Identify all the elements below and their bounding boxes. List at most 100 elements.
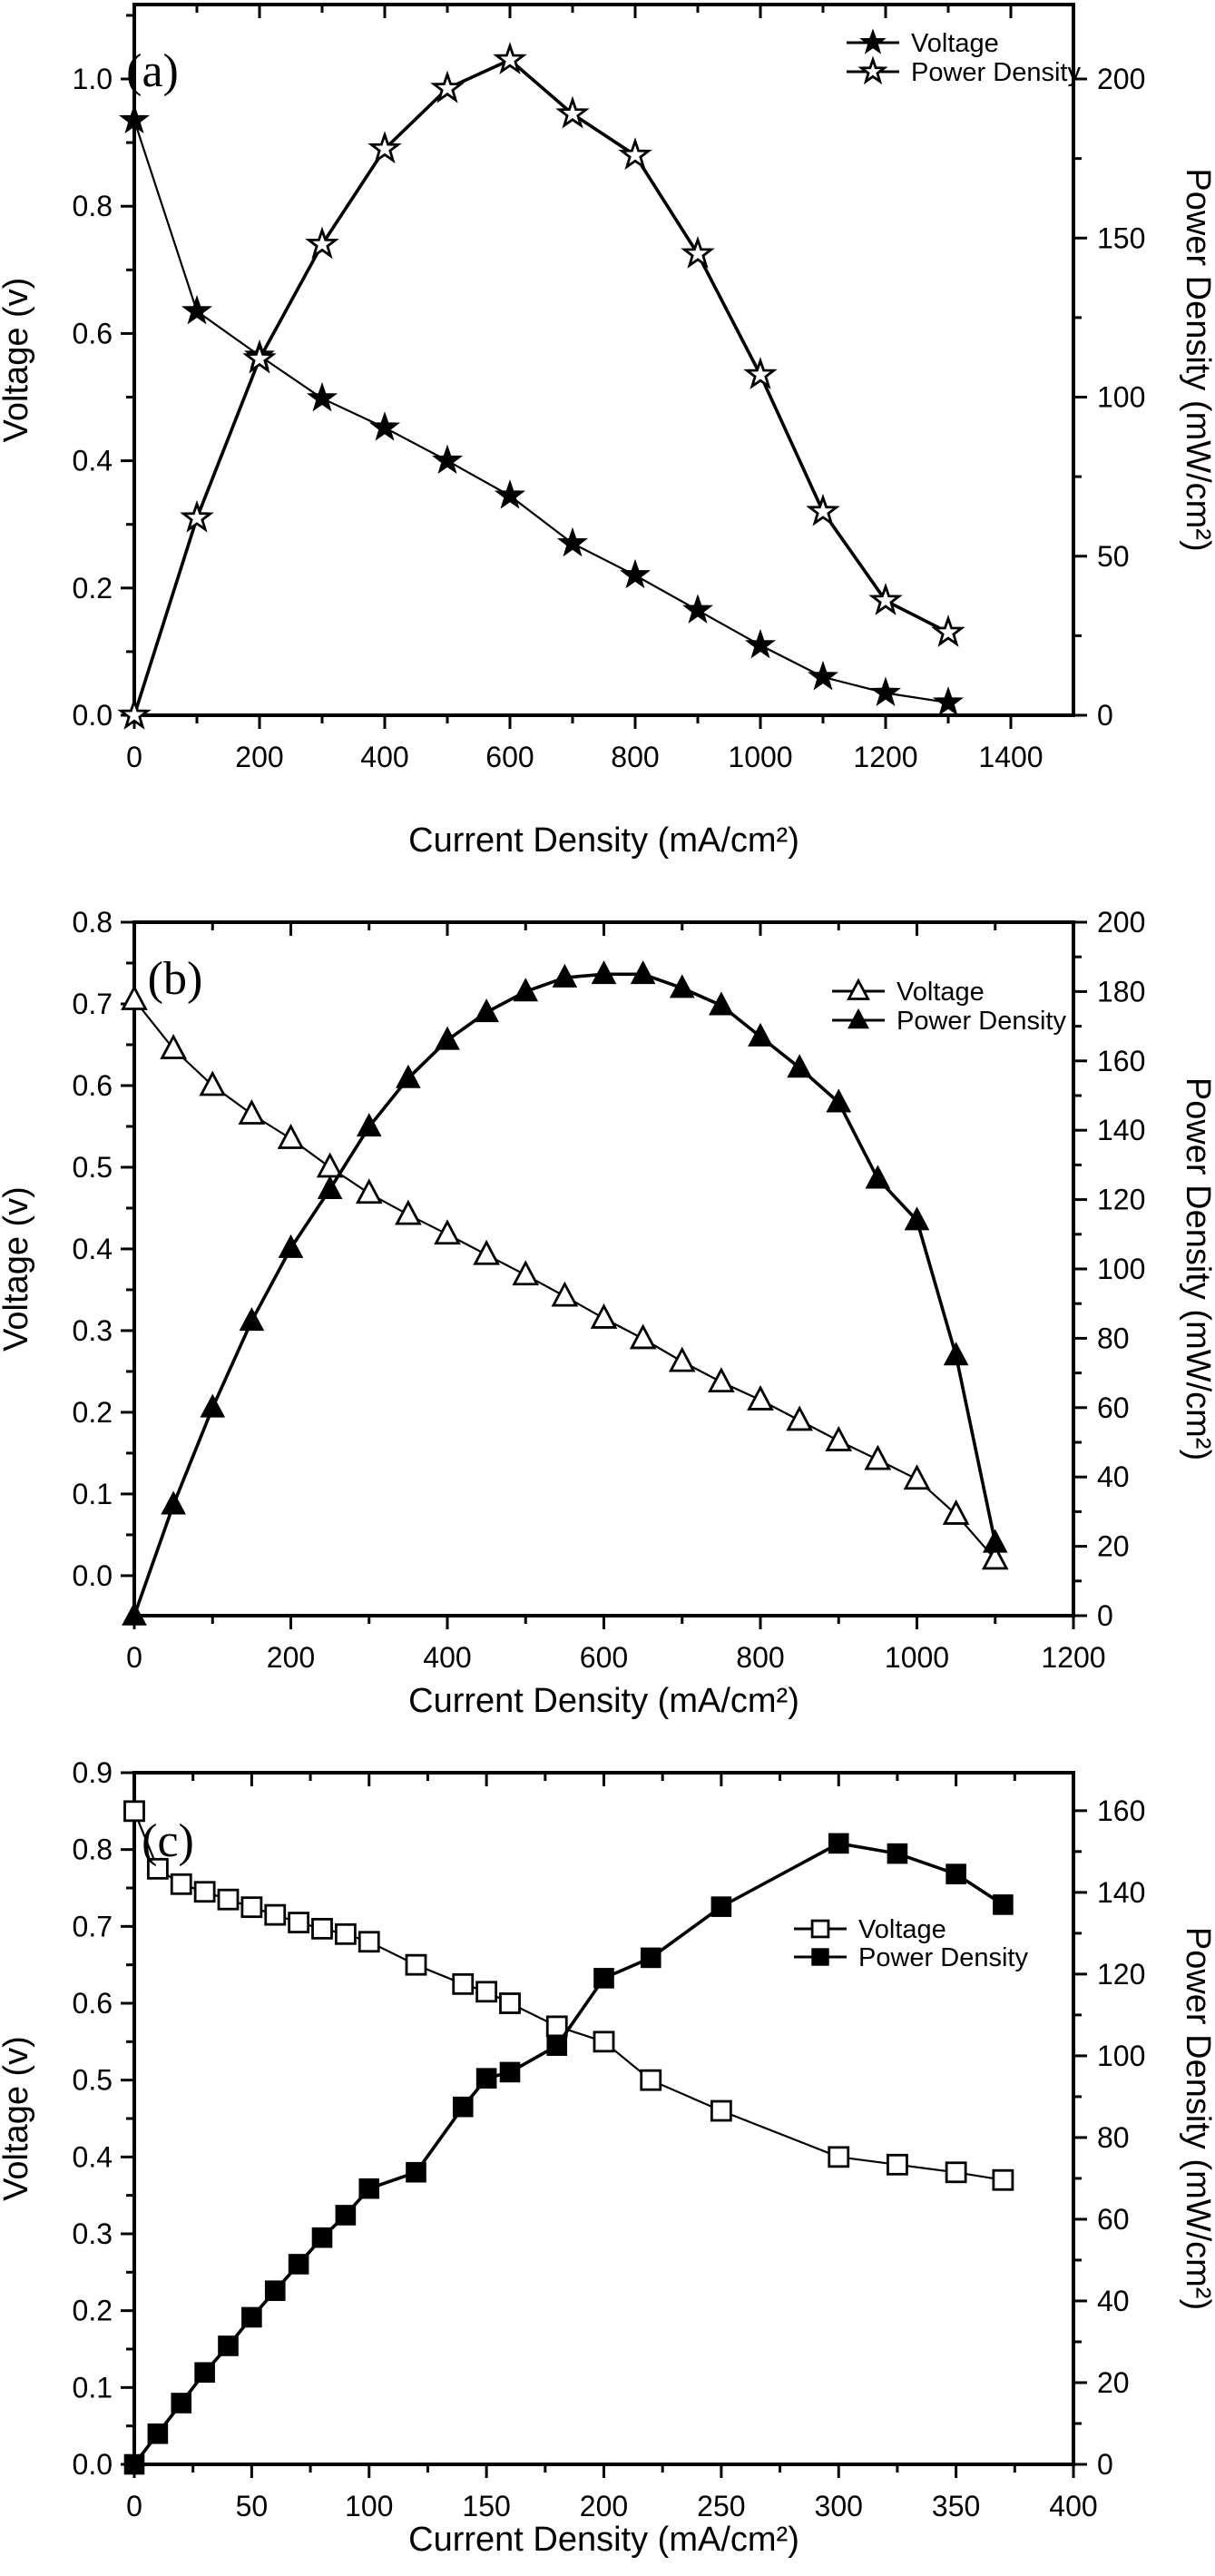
square-filled-marker: [640, 1947, 661, 1969]
triangle-filled-marker: [826, 1088, 852, 1113]
star-open-marker: [931, 615, 965, 647]
plot-frame: [132, 920, 1075, 1617]
star-open-marker: [305, 226, 339, 260]
star-filled-marker: [859, 28, 887, 54]
triangle-filled-marker: [239, 1307, 265, 1332]
triangle-open-marker: [238, 1098, 266, 1125]
star-filled-marker: [495, 479, 525, 509]
left-axis-title: Voltage (v): [0, 1186, 35, 1352]
triangle-filled-marker: [161, 1490, 186, 1515]
square-filled-marker: [546, 2035, 568, 2056]
right-tick-label: 180: [1097, 975, 1145, 1008]
star-filled-marker: [682, 594, 713, 624]
square-open-marker: [475, 1981, 498, 2003]
left-tick-label: 0.4: [73, 445, 113, 477]
square-open-marker: [828, 2146, 850, 2168]
right-tick-label: 0: [1097, 2448, 1113, 2481]
right-axis-title: Power Density (mW/cm²): [1179, 168, 1215, 551]
right-tick-label: 120: [1097, 1958, 1145, 1991]
square-filled-marker: [311, 2227, 333, 2248]
square-filled-marker: [123, 2453, 145, 2475]
right-tick-label: 100: [1097, 1253, 1145, 1285]
right-axis-title: Power Density (mW/cm²): [1179, 1927, 1215, 2310]
star-open-marker: [117, 697, 152, 730]
square-filled-marker: [335, 2205, 357, 2226]
triangle-filled-marker: [787, 1054, 812, 1078]
star-filled-marker: [744, 628, 777, 659]
panel-label: (a): [126, 45, 179, 97]
triangle-open-marker: [355, 1178, 383, 1204]
square-open-marker: [499, 1992, 521, 2014]
right-tick-label: 20: [1097, 2366, 1130, 2399]
legend-label: Voltage: [897, 978, 985, 1007]
triangle-filled-marker: [748, 1022, 773, 1047]
triangle-open-marker: [199, 1070, 227, 1096]
x-tick-label: 400: [1049, 2490, 1097, 2522]
square-open-marker: [240, 1896, 263, 1919]
legend-label: Voltage: [858, 1915, 946, 1944]
right-tick-label: 60: [1097, 2203, 1130, 2236]
right-tick-label: 40: [1097, 1460, 1130, 1493]
x-tick-label: 1000: [885, 1641, 949, 1674]
x-tick-label: 600: [485, 741, 534, 773]
square-open-marker: [334, 1922, 357, 1945]
right-tick-label: 100: [1097, 2040, 1145, 2072]
left-tick-label: 0.3: [73, 1314, 113, 1347]
legend-item-voltage: Voltage: [832, 978, 985, 1007]
x-axis-title: Current Density (mA/cm²): [408, 2521, 799, 2559]
triangle-open-marker: [121, 985, 148, 1010]
left-tick-label: 0.7: [73, 1910, 113, 1942]
star-filled-marker: [118, 103, 151, 134]
star-open-marker: [868, 582, 903, 615]
star-open-marker: [857, 55, 888, 85]
right-tick-label: 40: [1097, 2285, 1130, 2317]
right-tick-label: 200: [1097, 63, 1145, 95]
x-axis-title: Current Density (mA/cm²): [408, 1682, 799, 1720]
triangle-open-marker: [825, 1425, 853, 1451]
triangle-open-marker: [786, 1405, 813, 1431]
square-open-marker: [992, 2168, 1014, 2191]
right-tick-label: 80: [1097, 1322, 1130, 1354]
square-filled-marker: [593, 1968, 614, 1989]
legend-label: Voltage: [911, 29, 999, 58]
left-tick-label: 0.0: [73, 699, 113, 732]
triangle-filled-marker: [865, 1165, 891, 1189]
square-open-marker: [640, 2069, 662, 2091]
square-filled-marker: [499, 2061, 521, 2083]
triangle-filled-marker: [709, 991, 734, 1016]
square-open-marker: [452, 1972, 475, 1995]
star-open-marker: [430, 70, 465, 103]
left-axis-title: Voltage (v): [0, 278, 35, 443]
star-filled-marker: [557, 526, 588, 557]
right-tick-label: 100: [1097, 381, 1145, 414]
x-tick-label: 400: [360, 741, 408, 773]
square-open-marker: [123, 1800, 145, 1823]
right-tick-label: 160: [1097, 1794, 1145, 1827]
plot-frame: [132, 1771, 1075, 2466]
triangle-filled-marker: [848, 1008, 869, 1029]
right-tick-label: 150: [1097, 221, 1145, 254]
square-open-marker: [264, 1903, 287, 1926]
left-tick-label: 0.2: [73, 1396, 113, 1429]
legend-item-power-density: Power Density: [847, 55, 1081, 87]
triangle-filled-marker: [278, 1234, 304, 1258]
x-tick-label: 800: [611, 741, 659, 773]
square-filled-marker: [710, 1896, 732, 1917]
square-open-marker: [288, 1912, 310, 1934]
triangle-filled-marker: [474, 998, 499, 1023]
triangle-open-marker: [434, 1219, 461, 1245]
x-tick-label: 1400: [978, 741, 1043, 773]
legend-label: Power Density: [911, 58, 1081, 87]
left-tick-label: 1.0: [73, 63, 113, 95]
right-tick-label: 140: [1097, 1114, 1145, 1146]
square-filled-marker: [475, 2068, 497, 2089]
triangle-open-marker: [847, 978, 870, 1000]
square-filled-marker: [452, 2096, 474, 2118]
star-filled-marker: [619, 558, 652, 589]
square-open-marker: [311, 1917, 333, 1940]
square-filled-marker: [218, 2335, 239, 2356]
x-tick-label: 600: [580, 1641, 628, 1674]
triangle-filled-marker: [943, 1342, 969, 1366]
triangle-open-marker: [981, 1544, 1009, 1570]
triangle-filled-marker: [630, 960, 656, 985]
